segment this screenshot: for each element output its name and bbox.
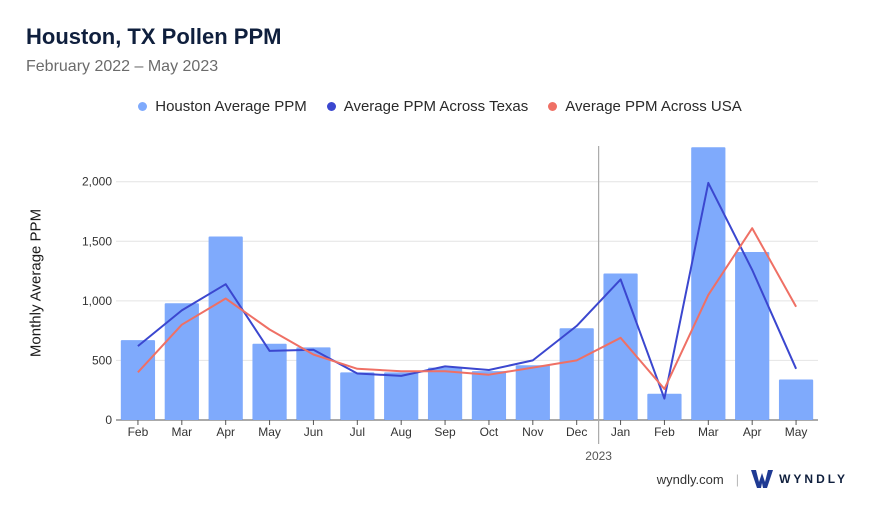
bar: [735, 252, 770, 420]
x-tick-label: Apr: [743, 425, 762, 439]
x-tick-label: May: [785, 425, 808, 439]
chart-subtitle: February 2022 – May 2023: [26, 58, 219, 75]
legend-swatch-houston: [138, 102, 148, 111]
brand-logo: WYNDLY: [751, 470, 848, 488]
bar: [164, 303, 199, 420]
line-texas: [137, 181, 798, 400]
x-tick-label: Sep: [434, 425, 456, 439]
x-tick-label: Feb: [654, 425, 675, 439]
x-tick-label: Oct: [480, 425, 499, 439]
bar: [691, 147, 726, 421]
legend-item-texas[interactable]: Average PPM Across Texas: [326, 98, 529, 115]
bar: [208, 236, 243, 420]
wyndly-logo-icon: [751, 470, 774, 488]
bar: [296, 347, 331, 420]
chart-title: Houston, TX Pollen PPM: [26, 24, 282, 49]
legend: Houston Average PPM Average PPM Across T…: [0, 98, 880, 115]
footer-site-link[interactable]: wyndly.com: [656, 471, 724, 487]
y-tick-label: 2,000: [82, 175, 112, 189]
bar: [559, 328, 594, 420]
x-tick-label: Mar: [171, 425, 192, 439]
x-tick-label: Jan: [611, 425, 630, 439]
bar: [340, 372, 375, 420]
bar: [515, 365, 550, 420]
bar: [427, 367, 463, 420]
bar: [384, 372, 419, 420]
footer: wyndly.com | WYNDLY: [657, 470, 848, 488]
brand-name: WYNDLY: [779, 472, 848, 486]
y-tick-label: 500: [92, 353, 112, 367]
x-tick-label: Dec: [566, 425, 587, 439]
legend-item-usa[interactable]: Average PPM Across USA: [548, 98, 742, 115]
x-tick-label: Apr: [216, 425, 235, 439]
bar: [471, 371, 507, 420]
y-tick-label: 1,000: [82, 294, 112, 308]
x-tick-label: Aug: [391, 425, 412, 439]
x-tick-label: Jul: [350, 425, 365, 439]
bar: [778, 379, 814, 420]
bar: [603, 273, 638, 420]
y-tick-label: 1,500: [82, 234, 112, 248]
y-tick-label: 0: [105, 413, 112, 427]
legend-swatch-texas: [326, 102, 336, 111]
x-tick-label: May: [258, 425, 281, 439]
legend-item-houston[interactable]: Houston Average PPM: [138, 98, 307, 115]
x-tick-label: Mar: [698, 425, 719, 439]
legend-label-houston: Houston Average PPM: [155, 98, 307, 115]
line-usa: [137, 227, 797, 390]
bar: [252, 343, 287, 420]
legend-label-usa: Average PPM Across USA: [565, 98, 742, 115]
x-tick-label: Jun: [304, 425, 323, 439]
legend-swatch-usa: [548, 102, 558, 111]
year-label: 2023: [585, 449, 612, 463]
bar: [120, 340, 156, 420]
x-tick-label: Feb: [128, 425, 149, 439]
legend-label-texas: Average PPM Across Texas: [343, 98, 529, 115]
x-tick-label: Nov: [522, 425, 543, 439]
bar: [647, 393, 682, 420]
footer-separator: |: [735, 471, 740, 487]
